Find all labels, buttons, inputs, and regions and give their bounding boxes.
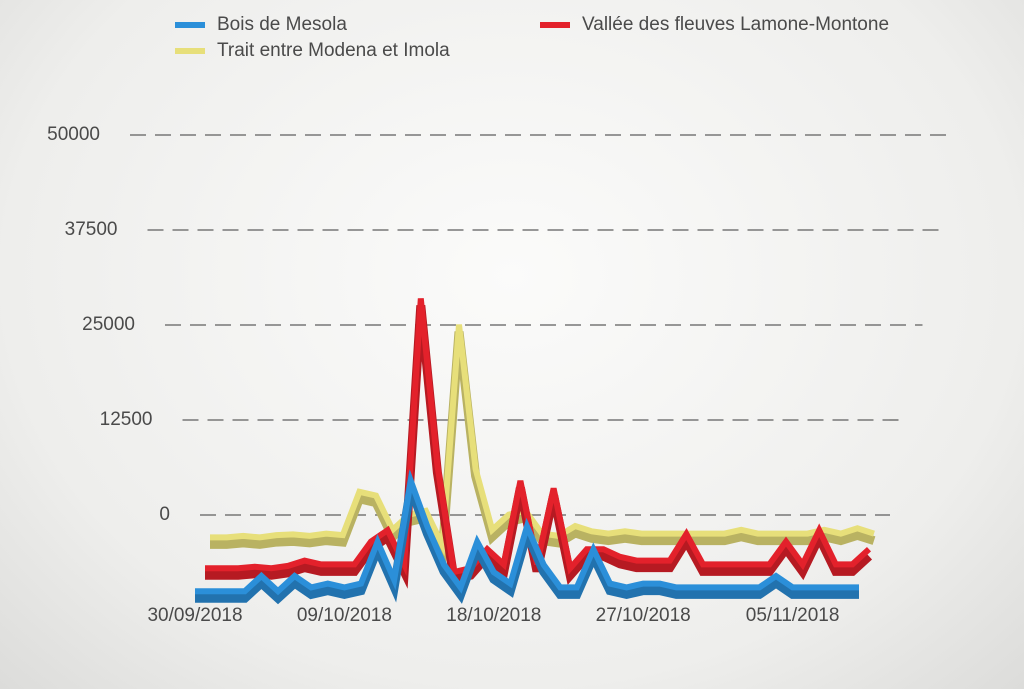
x-tick-label: 27/10/2018 — [596, 605, 691, 626]
y-tick-label: 0 — [159, 504, 170, 525]
legend-swatch — [540, 22, 570, 28]
line-series — [210, 324, 875, 557]
x-tick-label: 30/09/2018 — [147, 605, 242, 626]
y-tick-label: 50000 — [47, 124, 100, 145]
y-tick-label: 12500 — [100, 409, 153, 430]
legend-label: Vallée des fleuves Lamone-Montone — [582, 14, 889, 35]
x-tick-label: 05/11/2018 — [746, 605, 840, 626]
legend-swatch — [175, 22, 205, 28]
y-tick-label: 25000 — [82, 314, 135, 335]
legend-label: Bois de Mesola — [217, 14, 347, 35]
x-tick-label: 18/10/2018 — [446, 605, 541, 626]
x-tick-label: 09/10/2018 — [297, 605, 392, 626]
ribbon-side — [210, 331, 876, 569]
legend-swatch — [175, 48, 205, 54]
y-tick-label: 37500 — [65, 219, 118, 240]
line-series — [195, 469, 859, 596]
ribbon-side — [205, 304, 873, 589]
legend-label: Trait entre Modena et Imola — [217, 40, 450, 61]
